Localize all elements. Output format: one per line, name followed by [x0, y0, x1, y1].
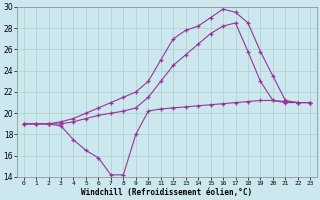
X-axis label: Windchill (Refroidissement éolien,°C): Windchill (Refroidissement éolien,°C): [81, 188, 252, 197]
